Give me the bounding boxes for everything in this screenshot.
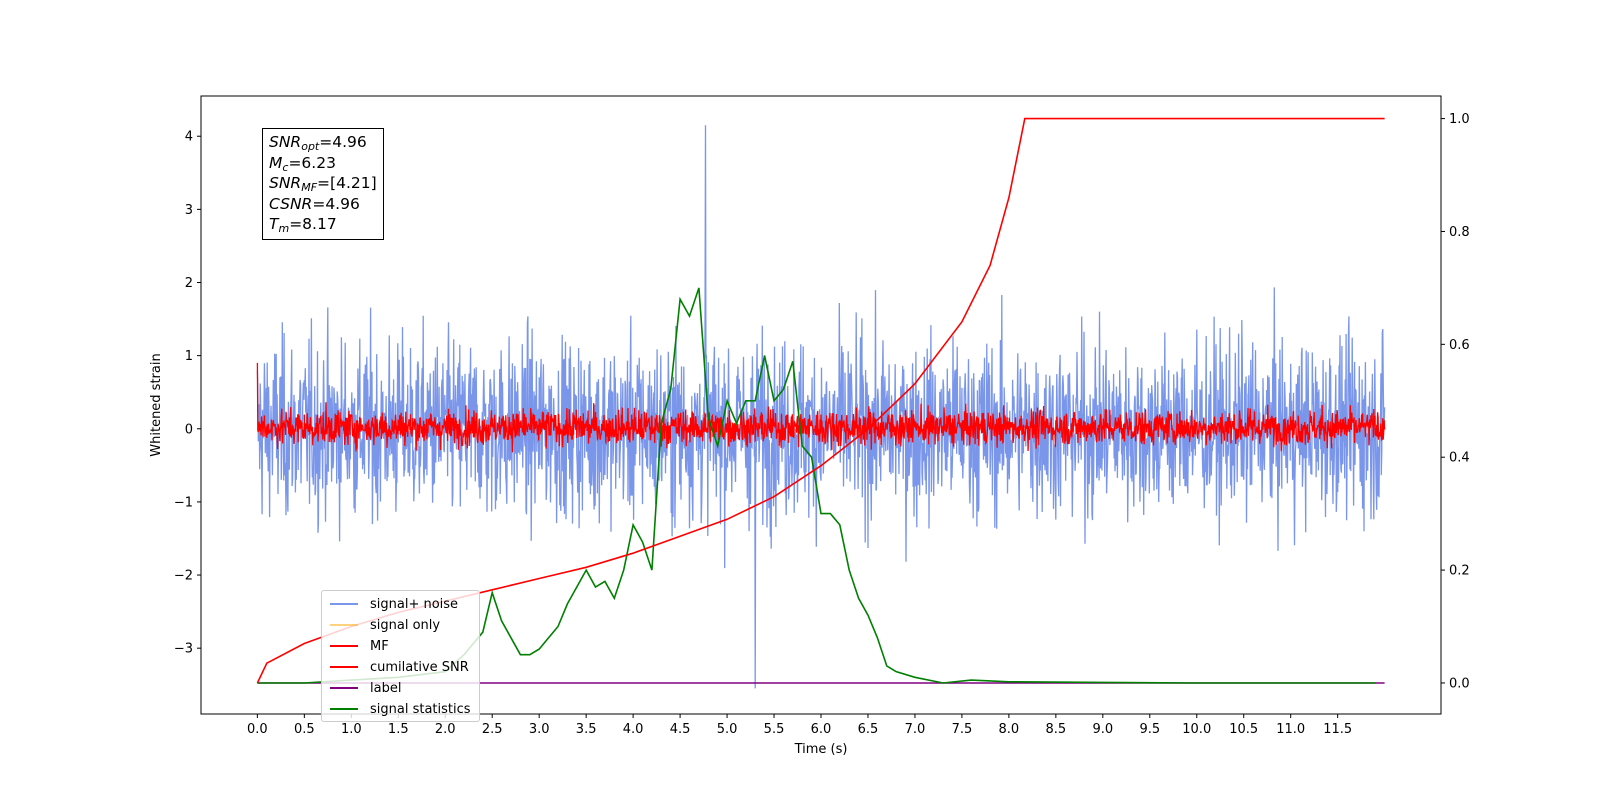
x-tick-label: 8.5 — [1046, 722, 1067, 737]
x-tick-label: 9.5 — [1139, 722, 1160, 737]
x-tick-label: 6.5 — [858, 722, 879, 737]
legend-swatch — [330, 624, 358, 626]
legend-label: label — [370, 680, 402, 696]
y-tick-label: 4 — [185, 130, 193, 145]
legend-swatch — [330, 708, 358, 710]
y2-tick-label: 0.8 — [1449, 225, 1470, 240]
legend: signal+ noise signal only MF cumilative … — [321, 590, 480, 722]
y-axis-label: Whitened strain — [149, 353, 164, 456]
stats-annotation-box: SNRopt=4.96 Mc=6.23 SNRMF=[4.21] CSNR=4.… — [262, 128, 384, 240]
x-tick-label: 0.5 — [294, 722, 315, 737]
y2-tick-label: 0.2 — [1449, 564, 1470, 579]
csnr-line: CSNR=4.96 — [269, 194, 360, 213]
legend-item-signal-only: signal only — [330, 615, 440, 635]
x-tick-label: 10.5 — [1229, 722, 1258, 737]
x-tick-label: 11.0 — [1276, 722, 1305, 737]
x-tick-label: 0.0 — [247, 722, 268, 737]
y-tick-label: −1 — [174, 495, 193, 510]
snr-opt-line: SNRopt=4.96 — [269, 133, 367, 153]
x-tick-label: 3.5 — [576, 722, 597, 737]
y2-tick-label: 0.4 — [1449, 451, 1470, 466]
series-signal-statistics — [257, 287, 1376, 684]
y2-tick-label: 0.0 — [1449, 676, 1470, 691]
x-tick-label: 1.0 — [341, 722, 362, 737]
series-signal-noise — [256, 125, 1386, 689]
x-tick-label: 3.0 — [529, 722, 550, 737]
legend-label: cumilative SNR — [370, 659, 469, 675]
x-tick-label: 1.5 — [388, 722, 409, 737]
x-tick-label: 4.0 — [623, 722, 644, 737]
x-tick-label: 10.0 — [1182, 722, 1211, 737]
x-axis-label: Time (s) — [794, 742, 848, 757]
x-tick-label: 7.5 — [952, 722, 973, 737]
x-tick-label: 2.0 — [435, 722, 456, 737]
legend-item-signal-noise: signal+ noise — [330, 594, 458, 614]
x-tick-label: 11.5 — [1323, 722, 1352, 737]
tm-line: Tm=8.17 — [269, 215, 337, 236]
x-tick-label: 5.5 — [764, 722, 785, 737]
x-tick-label: 9.0 — [1092, 722, 1113, 737]
legend-swatch — [330, 603, 358, 605]
legend-label: signal only — [370, 617, 441, 633]
snr-mf-line: SNRMF=[4.21] — [269, 174, 377, 195]
y-tick-label: 0 — [185, 422, 193, 437]
legend-item-mf: MF — [330, 636, 389, 656]
y2-tick-label: 1.0 — [1449, 112, 1470, 127]
legend-label: signal+ noise — [370, 596, 459, 612]
x-tick-label: 8.0 — [999, 722, 1020, 737]
legend-swatch — [330, 645, 358, 647]
legend-label: MF — [370, 638, 389, 654]
y-tick-label: 3 — [185, 203, 193, 218]
legend-label: signal statistics — [370, 701, 471, 717]
x-tick-label: 7.0 — [905, 722, 926, 737]
series-mf — [256, 362, 1386, 453]
legend-item-label: label — [330, 678, 401, 698]
legend-swatch — [330, 666, 358, 668]
x-tick-label: 2.5 — [482, 722, 503, 737]
y2-tick-label: 0.6 — [1449, 338, 1470, 353]
x-tick-label: 5.0 — [717, 722, 738, 737]
legend-swatch — [330, 687, 358, 689]
mc-line: Mc=6.23 — [269, 153, 336, 174]
x-tick-label: 4.5 — [670, 722, 691, 737]
y-tick-label: −2 — [174, 569, 193, 584]
legend-item-cumulative-snr: cumilative SNR — [330, 657, 469, 677]
y-tick-label: −3 — [174, 642, 193, 657]
y-tick-label: 2 — [185, 276, 193, 291]
legend-item-signal-statistics: signal statistics — [330, 699, 471, 719]
y-tick-label: 1 — [185, 349, 193, 364]
x-tick-label: 6.0 — [811, 722, 832, 737]
